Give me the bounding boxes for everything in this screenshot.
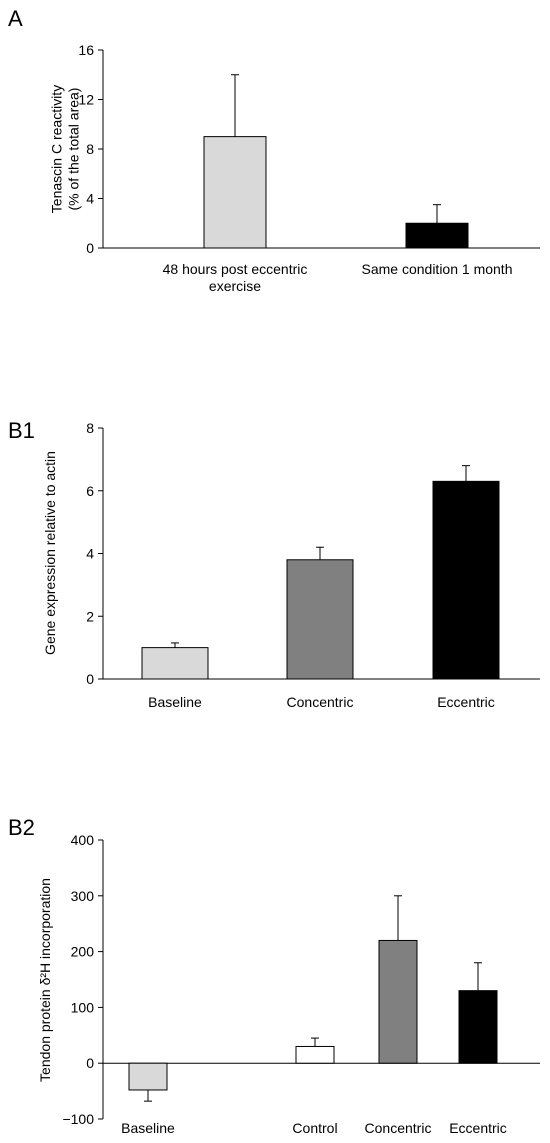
bar-a (203, 136, 267, 249)
bar-a (405, 222, 469, 249)
y-axis-title-a: (% of the total area) (66, 88, 82, 211)
x-category-label-b1: Baseline (148, 694, 202, 710)
panel-b2: B2 −100 0 100 200 300 400 Tendon protein δ²H i… (8, 815, 540, 1136)
y-tick-label-b2: 400 (71, 832, 95, 848)
y-tick-label-b1: 0 (86, 671, 94, 687)
y-tick-label-b1: 8 (86, 420, 94, 436)
bar-b1 (141, 647, 209, 680)
bar-b2 (128, 1062, 168, 1091)
panel-label-a: A (8, 6, 23, 31)
x-category-label-b2: Baseline (121, 1120, 175, 1136)
x-category-label-b1: Concentric (287, 694, 354, 710)
y-tick-label-b1: 2 (86, 608, 94, 624)
y-tick-label-b1: 6 (86, 483, 94, 499)
panel-b1: B1 0 2 4 6 8 Gene expression relative to acti… (8, 418, 540, 710)
panel-a: A 0 4 8 12 16 Tenascin C reactivity (% of the … (8, 6, 540, 294)
y-tick-label-a: 0 (86, 240, 94, 256)
x-category-label-b2: Eccentric (449, 1120, 507, 1136)
panel-label-b1: B1 (8, 418, 35, 443)
y-tick-label-b2: 0 (86, 1055, 94, 1071)
x-category-label-a: 48 hours post eccentric (163, 261, 308, 277)
y-tick-label-a: 16 (78, 42, 94, 58)
y-tick-label-b2: 300 (71, 888, 95, 904)
bar-b2 (378, 939, 418, 1064)
bar-b1 (432, 480, 500, 680)
x-category-label-a: Same condition 1 month (362, 261, 513, 277)
x-category-label-b1: Eccentric (437, 694, 495, 710)
bar-b2 (295, 1045, 335, 1064)
y-tick-label-a: 8 (86, 141, 94, 157)
y-axis-title-b2: Tendon protein δ²H incorporation (37, 878, 53, 1082)
y-tick-label-a: 4 (86, 191, 94, 207)
y-tick-label-b2: 200 (71, 944, 95, 960)
x-category-label-a: exercise (209, 278, 261, 294)
x-category-label-b2: Concentric (365, 1120, 432, 1136)
y-tick-label-b2: 100 (71, 999, 95, 1015)
y-axis-title-a: Tenascin C reactivity (49, 85, 65, 213)
bar-b2 (458, 990, 498, 1064)
y-tick-label-b2: −100 (62, 1111, 94, 1127)
y-axis-title-b1: Gene expression relative to actin (42, 451, 58, 655)
y-tick-label-a: 12 (78, 92, 94, 108)
panel-label-b2: B2 (8, 815, 35, 840)
x-category-label-b2: Control (292, 1120, 337, 1136)
y-tick-label-b1: 4 (86, 546, 94, 562)
bar-b1 (286, 559, 354, 680)
